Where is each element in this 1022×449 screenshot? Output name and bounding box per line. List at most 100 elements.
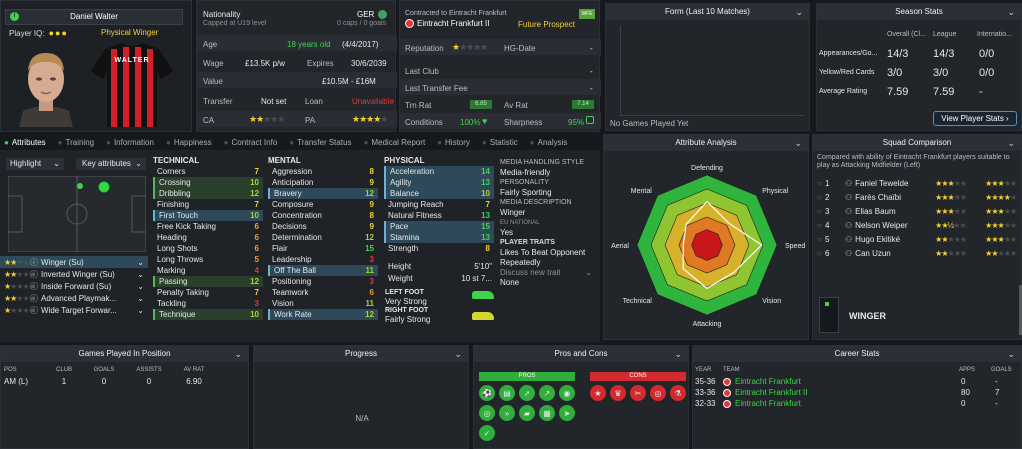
role-row[interactable]: ★★★★★ ⓘ Inside Forward (Su) ⌄ [0,280,148,292]
chevron-down-icon[interactable]: ⌄ [1007,138,1015,148]
contract-club[interactable]: Eintracht Frankfurt II [417,19,490,28]
speed-icon[interactable]: » [499,405,515,421]
squad-scrollbar[interactable] [1019,285,1022,335]
tab-statistic[interactable]: ● Statistic [482,138,518,147]
chevron-down-icon[interactable]: ⌄ [795,7,803,17]
attribute-row[interactable]: Off The Ball 11 [268,265,378,276]
attribute-row[interactable]: Tackling 3 [153,298,263,309]
attribute-row[interactable]: Passing 12 [153,276,263,287]
eye-icon[interactable]: ◎ [479,405,495,421]
games-header[interactable]: Games Played In Position ⌄ [1,346,248,362]
attribute-row[interactable]: Positioning 3 [268,276,378,287]
attribute-row[interactable]: Teamwork 6 [268,287,378,298]
role-row[interactable]: ★★★★★ ⓘ Wide Target Forwar... ⌄ [0,304,148,316]
chevron-down-icon[interactable]: ⌄ [234,349,242,359]
attribute-row[interactable]: Vision 11 [268,298,378,309]
squad-row[interactable]: ○ 6 ⚇ Can Uzun ★★★★★ ★★★★★ [813,246,1022,260]
role-row[interactable]: ★★★★★ ⓘ Advanced Playmak... ⌄ [0,292,148,304]
attribute-row[interactable]: Flair 15 [268,243,378,254]
target-icon[interactable]: ◎ [650,385,666,401]
attribute-row[interactable]: Concentration 8 [268,210,378,221]
squad-row[interactable]: ○ 5 ⚇ Hugo Ekitiké ★★★★★ ★★★★★ [813,232,1022,246]
attribute-row[interactable]: Balance 10 [384,188,494,199]
nationality-value[interactable]: GER [357,10,375,19]
attribute-row[interactable]: Stamina 13 [384,232,494,243]
star-icon[interactable]: ★ [590,385,606,401]
tab-contract-info[interactable]: ● Contract Info [224,138,278,147]
career-row[interactable]: 32-33 Eintracht Frankfurt 0 - [693,399,1022,409]
dribble-icon[interactable]: ⚽ [479,385,495,401]
squad-row[interactable]: ○ 4 ⚇ Nelson Weiper ★★½★★ ★★★★★ [813,218,1022,232]
attribute-row[interactable]: Long Shots 6 [153,243,263,254]
checklist-icon[interactable]: ✓ [479,425,495,441]
chevron-down-icon[interactable]: ⌄ [1007,7,1015,17]
attribute-row[interactable]: Pace 15 [384,221,494,232]
attribute-row[interactable]: Dribbling 12 [153,188,263,199]
tab-attributes[interactable]: ● Attributes [4,138,46,147]
chevron-down-icon[interactable]: ⌄ [137,305,144,315]
brain-icon[interactable]: ◉ [559,385,575,401]
attribute-row[interactable]: Acceleration 14 [384,166,494,177]
role-row[interactable]: ★★★★★ ⓘ Winger (Su) ⌄ [0,256,148,268]
tab-analysis[interactable]: ● Analysis [530,138,568,147]
career-team[interactable]: Eintracht Frankfurt [735,399,801,408]
attribute-row[interactable]: Heading 6 [153,232,263,243]
discuss-trait-link[interactable]: Discuss new trait [500,268,561,277]
tab-transfer-status[interactable]: ● Transfer Status [289,138,351,147]
squad-row[interactable]: ○ 2 ⚇ Farès Chaïbi ★★★★★ ★★★★★ [813,190,1022,204]
progress-header[interactable]: Progress ⌄ [254,346,468,362]
attribute-row[interactable]: Long Throws 5 [153,254,263,265]
career-team[interactable]: Eintracht Frankfurt [735,377,801,386]
squad-row[interactable]: ○ 1 ⚇ Faniel Tewelde ★★★★★ ★★★★★ [813,176,1022,190]
chevron-down-icon[interactable]: ⌄ [137,281,144,291]
attribute-row[interactable]: Free Kick Taking 6 [153,221,263,232]
chart-icon[interactable]: ↗ [539,385,555,401]
highlight-dropdown[interactable]: Highlight ⌄ [6,158,64,170]
role-info-icon[interactable]: ⓘ [30,293,38,303]
role-info-icon[interactable]: ⓘ [30,305,38,315]
clipboard-icon[interactable]: ▦ [539,405,555,421]
season-header[interactable]: Season Stats ⌄ [817,4,1021,20]
flask-icon[interactable]: ⚗ [670,385,686,401]
chevron-down-icon[interactable]: ⌄ [137,269,144,279]
attribute-row[interactable]: Anticipation 9 [268,177,378,188]
squad-row[interactable]: ○ 3 ⚇ Elias Baum ★★★★★ ★★★★★ [813,204,1022,218]
role-info-icon[interactable]: ⓘ [30,269,38,279]
attribute-row[interactable]: Decisions 9 [268,221,378,232]
attribute-row[interactable]: Determination 12 [268,232,378,243]
attribute-row[interactable]: Jumping Reach 7 [384,199,494,210]
attribute-row[interactable]: Strength 8 [384,243,494,254]
leader-icon[interactable]: ♛ [610,385,626,401]
chevron-down-icon[interactable]: ⌄ [1007,349,1015,359]
attribute-row[interactable]: Natural Fitness 13 [384,210,494,221]
role-row[interactable]: ★★★★★ ⓘ Inverted Winger (Su) ⌄ [0,268,148,280]
career-row[interactable]: 35-36 Eintracht Frankfurt 0 - [693,377,1022,387]
chevron-down-icon[interactable]: ⌄ [585,268,592,277]
pass-icon[interactable]: ➚ [519,385,535,401]
tackle-icon[interactable]: ✂ [630,385,646,401]
attribute-row[interactable]: Aggression 8 [268,166,378,177]
attribute-row[interactable]: Composure 9 [268,199,378,210]
role-info-icon[interactable]: ⓘ [30,281,38,291]
attribute-row[interactable]: Marking 4 [153,265,263,276]
attribute-row[interactable]: Penalty Taking 7 [153,287,263,298]
attribute-row[interactable]: Technique 10 [153,309,263,320]
analysis-header[interactable]: Attribute Analysis ⌄ [604,135,808,151]
chevron-down-icon[interactable]: ⌄ [454,349,462,359]
runner-icon[interactable]: ➤ [559,405,575,421]
boot-icon[interactable]: ▰ [519,405,535,421]
tab-information[interactable]: ● Information [106,138,154,147]
squad-header[interactable]: Squad Comparison ⌄ [813,135,1021,151]
chevron-down-icon[interactable]: ⌄ [674,349,682,359]
attribute-row[interactable]: Finishing 7 [153,199,263,210]
key-attributes-dropdown[interactable]: Key attributes ⌄ [76,158,146,170]
tab-history[interactable]: ● History [437,138,470,147]
tab-medical-report[interactable]: ● Medical Report [364,138,426,147]
role-info-icon[interactable]: ⓘ [30,257,38,267]
career-row[interactable]: 33-36 Eintracht Frankfurt II 80 7 [693,388,1022,398]
notebook-icon[interactable]: ▤ [499,385,515,401]
chevron-down-icon[interactable]: ⌄ [794,138,802,148]
player-name-bar[interactable]: Daniel Walter [5,9,183,25]
attribute-row[interactable]: Work Rate 12 [268,309,378,320]
chevron-down-icon[interactable]: ⌄ [137,293,144,303]
